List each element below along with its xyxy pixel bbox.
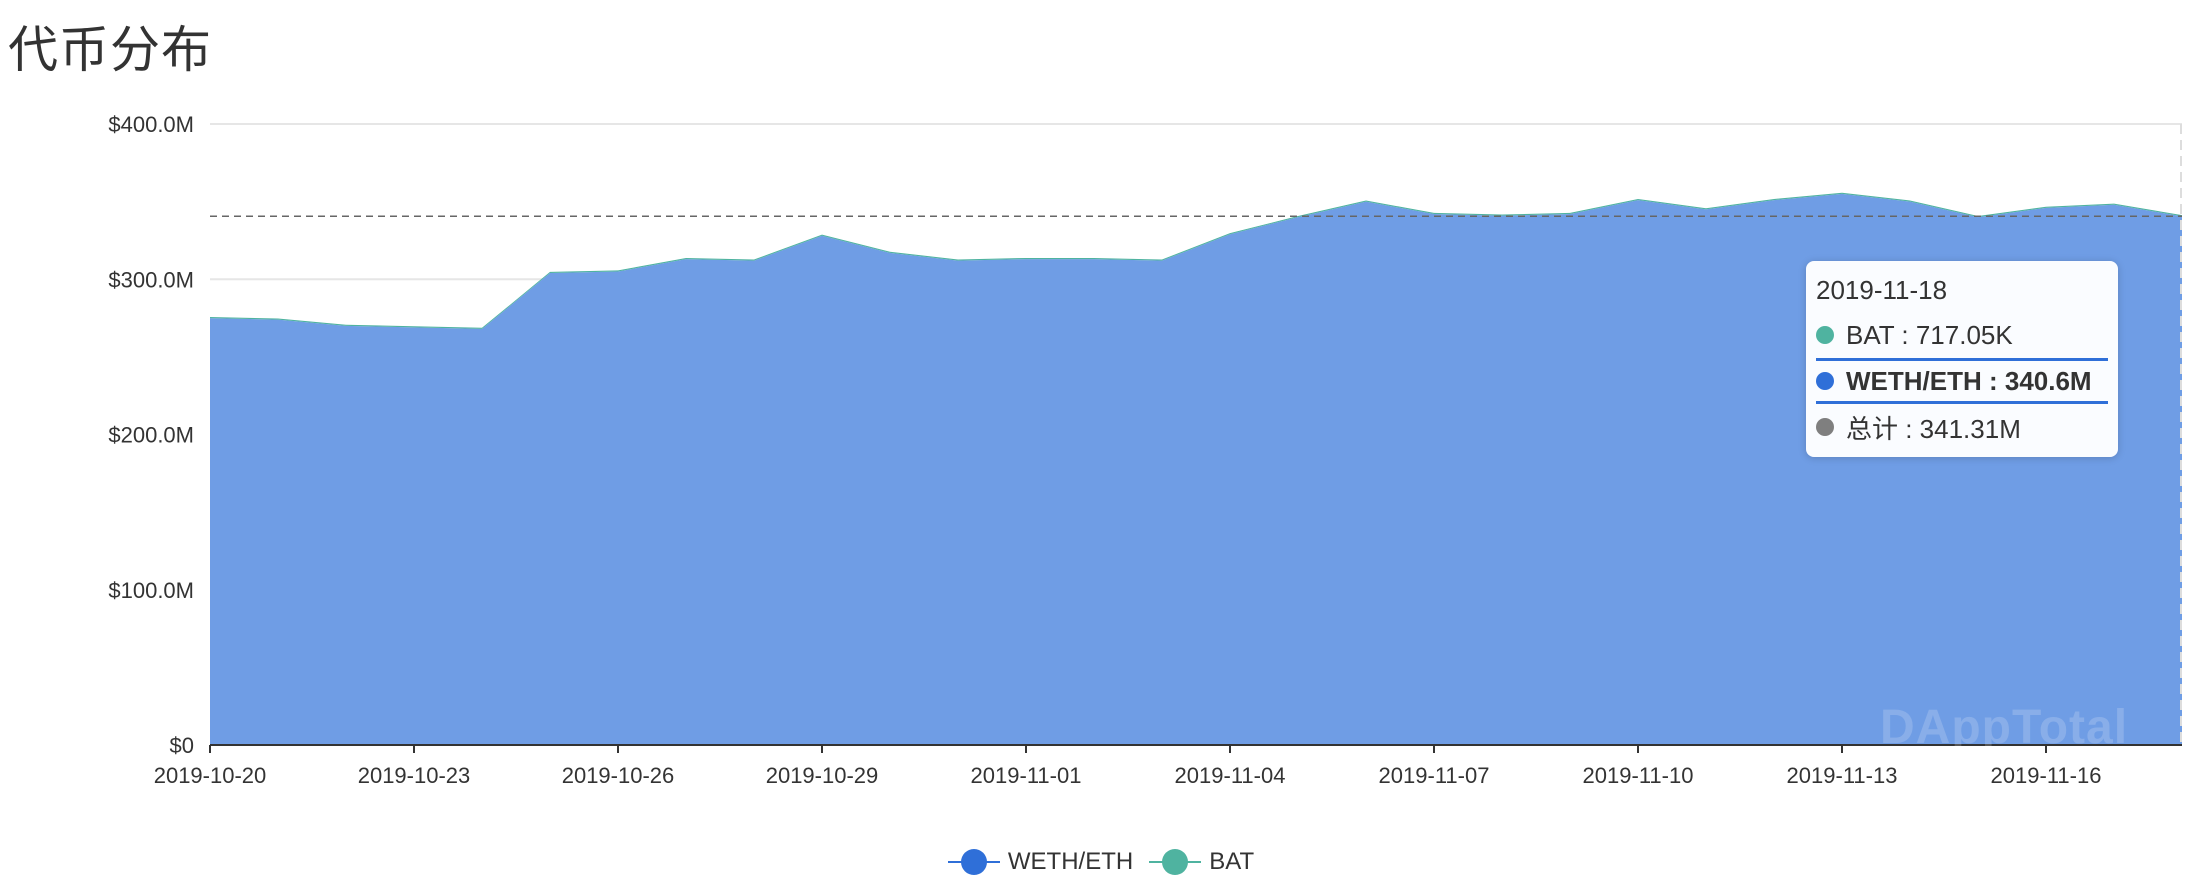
chart-tooltip: 2019-11-18 BAT : 717.05K WETH/ETH : 340.6… xyxy=(1806,261,2118,457)
chart-legend: WETH/ETH BAT xyxy=(0,848,2202,876)
hover-pointer xyxy=(210,124,2182,745)
series-dot-icon xyxy=(1816,418,1834,436)
x-tick-label: 2019-11-16 xyxy=(1991,763,2102,788)
series-dot-icon xyxy=(1816,372,1834,390)
legend-marker-icon xyxy=(947,849,1000,875)
tooltip-row-label: 总计 : 341.31M xyxy=(1846,413,2021,444)
x-tick-label: 2019-10-20 xyxy=(154,763,267,788)
legend-label: BAT xyxy=(1209,848,1255,875)
tooltip-row-label: WETH/ETH : 340.6M xyxy=(1846,365,2092,396)
y-tick-label: $0 xyxy=(170,733,194,758)
y-tick-label: $400.0M xyxy=(108,112,194,137)
x-tick-label: 2019-10-29 xyxy=(766,763,879,788)
x-tick-label: 2019-11-10 xyxy=(1583,763,1694,788)
page-title: 代币分布 xyxy=(8,21,212,79)
tooltip-row: 总计 : 341.31M xyxy=(1816,408,2108,446)
tooltip-rows: BAT : 717.05K WETH/ETH : 340.6M 总计 : 341.3… xyxy=(1816,316,2108,446)
legend-item[interactable]: WETH/ETH xyxy=(947,848,1134,876)
tooltip-row: WETH/ETH : 340.6M xyxy=(1816,358,2108,404)
series-dot-icon xyxy=(1816,326,1834,344)
tooltip-date: 2019-11-18 xyxy=(1816,275,1948,305)
area-weth-eth xyxy=(210,193,2182,746)
area-series-layer xyxy=(210,192,2182,746)
x-tick-label: 2019-10-26 xyxy=(562,763,675,788)
axes: $0 $100.0M $200.0M $300.0M $400.0M 2019-10-20… xyxy=(108,112,2182,788)
tooltip-row-label: BAT : 717.05K xyxy=(1846,319,2013,350)
legend-label: WETH/ETH xyxy=(1007,848,1134,875)
watermark-logo: DAppTotal xyxy=(1880,701,2129,754)
x-tick-label: 2019-11-01 xyxy=(971,763,1082,788)
x-tick-label: 2019-11-07 xyxy=(1379,763,1490,788)
y-tick-label: $100.0M xyxy=(108,578,194,603)
legend-item[interactable]: BAT xyxy=(1149,848,1254,876)
x-tick-label: 2019-11-13 xyxy=(1787,763,1898,788)
x-tick-label: 2019-10-23 xyxy=(358,763,471,788)
legend-marker-icon xyxy=(1149,849,1202,875)
y-tick-label: $300.0M xyxy=(108,267,194,292)
y-tick-label: $200.0M xyxy=(108,423,194,448)
tooltip-row: BAT : 717.05K xyxy=(1816,316,2108,354)
x-tick-label: 2019-11-04 xyxy=(1175,763,1286,788)
